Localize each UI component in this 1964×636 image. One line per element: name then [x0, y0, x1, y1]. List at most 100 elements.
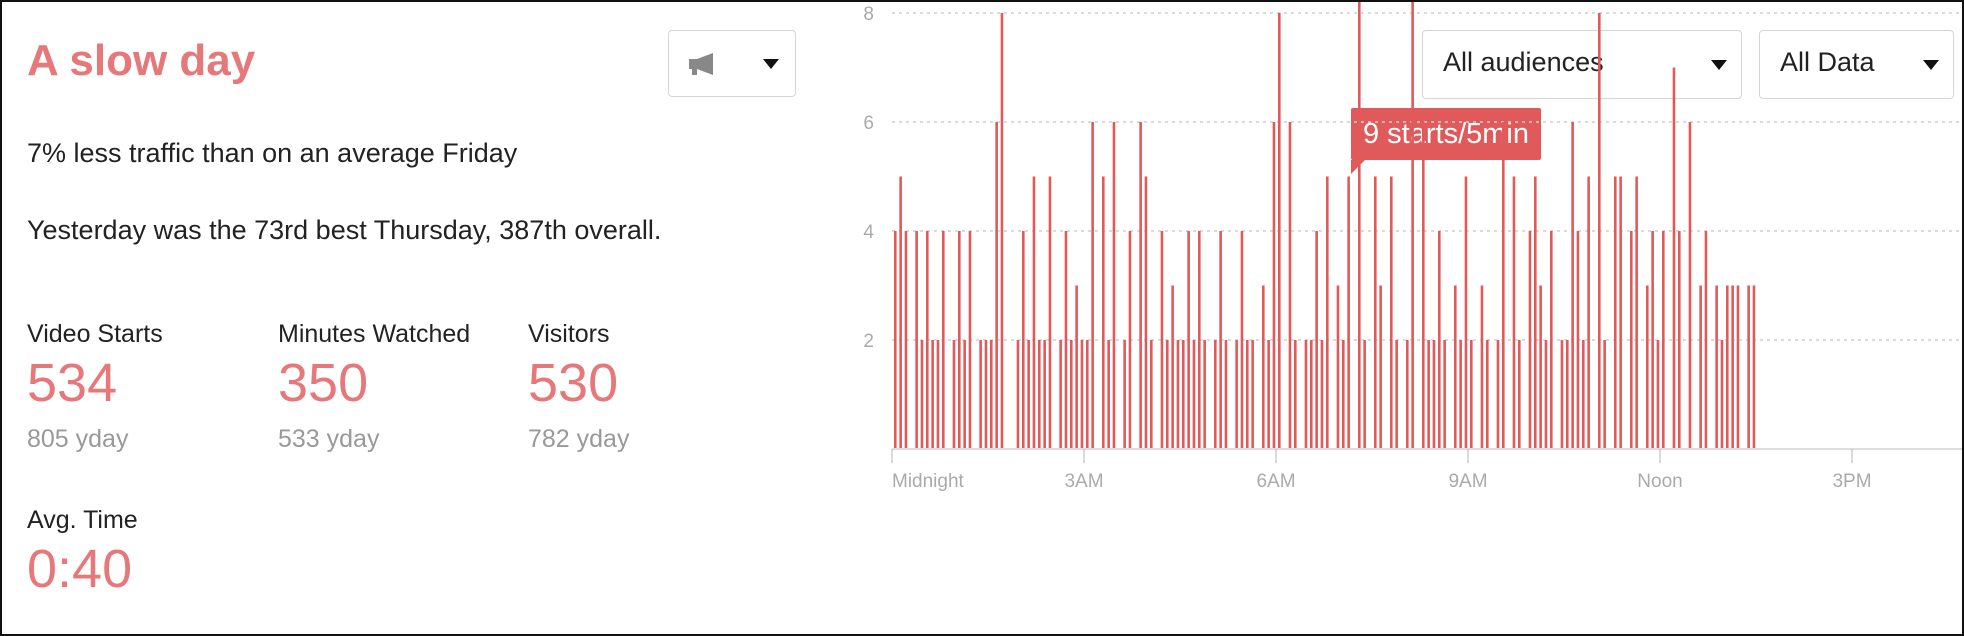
chart-bar: [1160, 231, 1164, 449]
chart-bar: [1091, 122, 1094, 449]
audience-selected-value: All audiences: [1443, 47, 1604, 77]
chart-bar: [1288, 122, 1292, 449]
megaphone-icon: [687, 51, 719, 82]
chart-bar: [1560, 340, 1564, 449]
chart-bar: [1566, 340, 1569, 449]
chart-bar: [1518, 340, 1521, 449]
chart-bar: [1016, 340, 1020, 449]
chart-bar: [1315, 231, 1318, 449]
chart-bar: [1128, 231, 1132, 449]
x-tick-label: 6AM: [1256, 471, 1295, 492]
chart-bar: [1326, 176, 1329, 449]
chart-bar: [1070, 340, 1073, 449]
chart-bar: [1704, 231, 1708, 449]
chart-bar: [1656, 340, 1660, 449]
chart-bar: [1651, 231, 1654, 449]
data-filter-dropdown[interactable]: All Data: [1759, 30, 1954, 99]
chart-bar: [952, 340, 956, 449]
chart-bar: [1107, 340, 1110, 449]
chart-bar: [1336, 285, 1340, 449]
chart-bar: [1512, 176, 1516, 449]
x-tick-label: 9AM: [1448, 471, 1487, 492]
chart-bar: [1182, 340, 1185, 449]
chart-bar: [1464, 176, 1468, 449]
chart-bar: [1112, 122, 1116, 449]
stat-value: 350: [278, 353, 369, 413]
chart-bar: [1544, 340, 1548, 449]
chart-bar: [899, 176, 902, 449]
chart-bar: [1251, 340, 1254, 449]
chart-bar: [920, 340, 924, 449]
stat-visitors: Visitors 530 782 yday: [528, 320, 629, 454]
chart-bar: [1571, 122, 1574, 449]
chart-bar: [1486, 340, 1489, 449]
chart-bar: [1342, 340, 1345, 449]
chart-bar: [1662, 231, 1665, 449]
chart-bar: [958, 231, 961, 449]
chart-bar: [1395, 340, 1398, 449]
chart-bar: [1294, 340, 1297, 449]
chart-bar: [1304, 340, 1308, 449]
stat-yday: 805 yday: [27, 425, 129, 453]
tooltip-pointer: [1351, 160, 1365, 174]
chart-bar: [1678, 231, 1681, 449]
chart-bar: [1646, 285, 1649, 449]
chart-bar: [984, 340, 988, 449]
x-tick-label: 3AM: [1064, 471, 1103, 492]
chart-bar: [1320, 340, 1324, 449]
stat-video-starts: Video Starts 534 805 yday: [27, 320, 163, 454]
chart-bar: [1214, 340, 1217, 449]
chart-bar: [1422, 122, 1425, 449]
chart-bar: [1027, 340, 1030, 449]
chart-bar: [968, 231, 972, 449]
chart-bar: [1272, 122, 1276, 449]
chart-bar: [1262, 285, 1265, 449]
chart-bar: [1534, 176, 1537, 449]
chart-bar: [1454, 285, 1457, 449]
chart-bar: [1235, 340, 1238, 449]
stat-minutes-watched: Minutes Watched 350 533 yday: [278, 320, 470, 454]
chart-bar: [1086, 340, 1089, 449]
chart-bar: [1699, 285, 1702, 449]
chart-bar: [931, 340, 934, 449]
page-title: A slow day: [27, 36, 256, 85]
chart-bar: [1411, 2, 1414, 449]
chart-bar: [1267, 340, 1270, 449]
stat-yday: 533 yday: [278, 425, 380, 453]
stat-label: Avg. Time: [27, 506, 138, 534]
chart-bar: [1587, 176, 1590, 449]
chart-bar: [1075, 285, 1078, 449]
chart-bar: [1374, 176, 1377, 449]
chart-bar: [1000, 13, 1004, 449]
chart-bar: [1635, 176, 1638, 449]
y-tick-label: 4: [863, 222, 874, 243]
chart-bar: [1539, 285, 1542, 449]
chart-bar: [1166, 340, 1169, 449]
chart-bar: [1603, 340, 1606, 449]
traffic-comparison-text: 7% less traffic than on an average Frida…: [27, 138, 518, 168]
chart-bar: [1022, 231, 1025, 449]
chevron-down-icon: [1711, 60, 1727, 70]
chart-bar: [1432, 340, 1436, 449]
chart-bar: [1630, 231, 1633, 449]
x-tick-label: Midnight: [892, 471, 965, 492]
chart-bar: [894, 231, 897, 449]
chart-bar: [1139, 122, 1142, 449]
chart-bar: [1496, 340, 1500, 449]
stat-label: Video Starts: [27, 320, 163, 348]
chart-bar: [1731, 285, 1734, 449]
chart-bar: [1752, 285, 1756, 449]
chart-bar: [1550, 231, 1553, 449]
chart-bar: [1672, 67, 1676, 449]
y-tick-label: 8: [863, 4, 874, 25]
chart-bar: [1347, 176, 1350, 449]
chevron-down-icon: [763, 59, 779, 69]
annotation-dropdown[interactable]: [668, 30, 796, 97]
rank-text: Yesterday was the 73rd best Thursday, 38…: [27, 215, 662, 245]
chart-bar: [1726, 285, 1729, 449]
chart-bar: [990, 340, 993, 449]
chart-bar: [1246, 340, 1249, 449]
stat-value: 0:40: [27, 539, 133, 599]
chart-bar: [1080, 340, 1084, 449]
audience-dropdown[interactable]: All audiences: [1422, 30, 1742, 99]
